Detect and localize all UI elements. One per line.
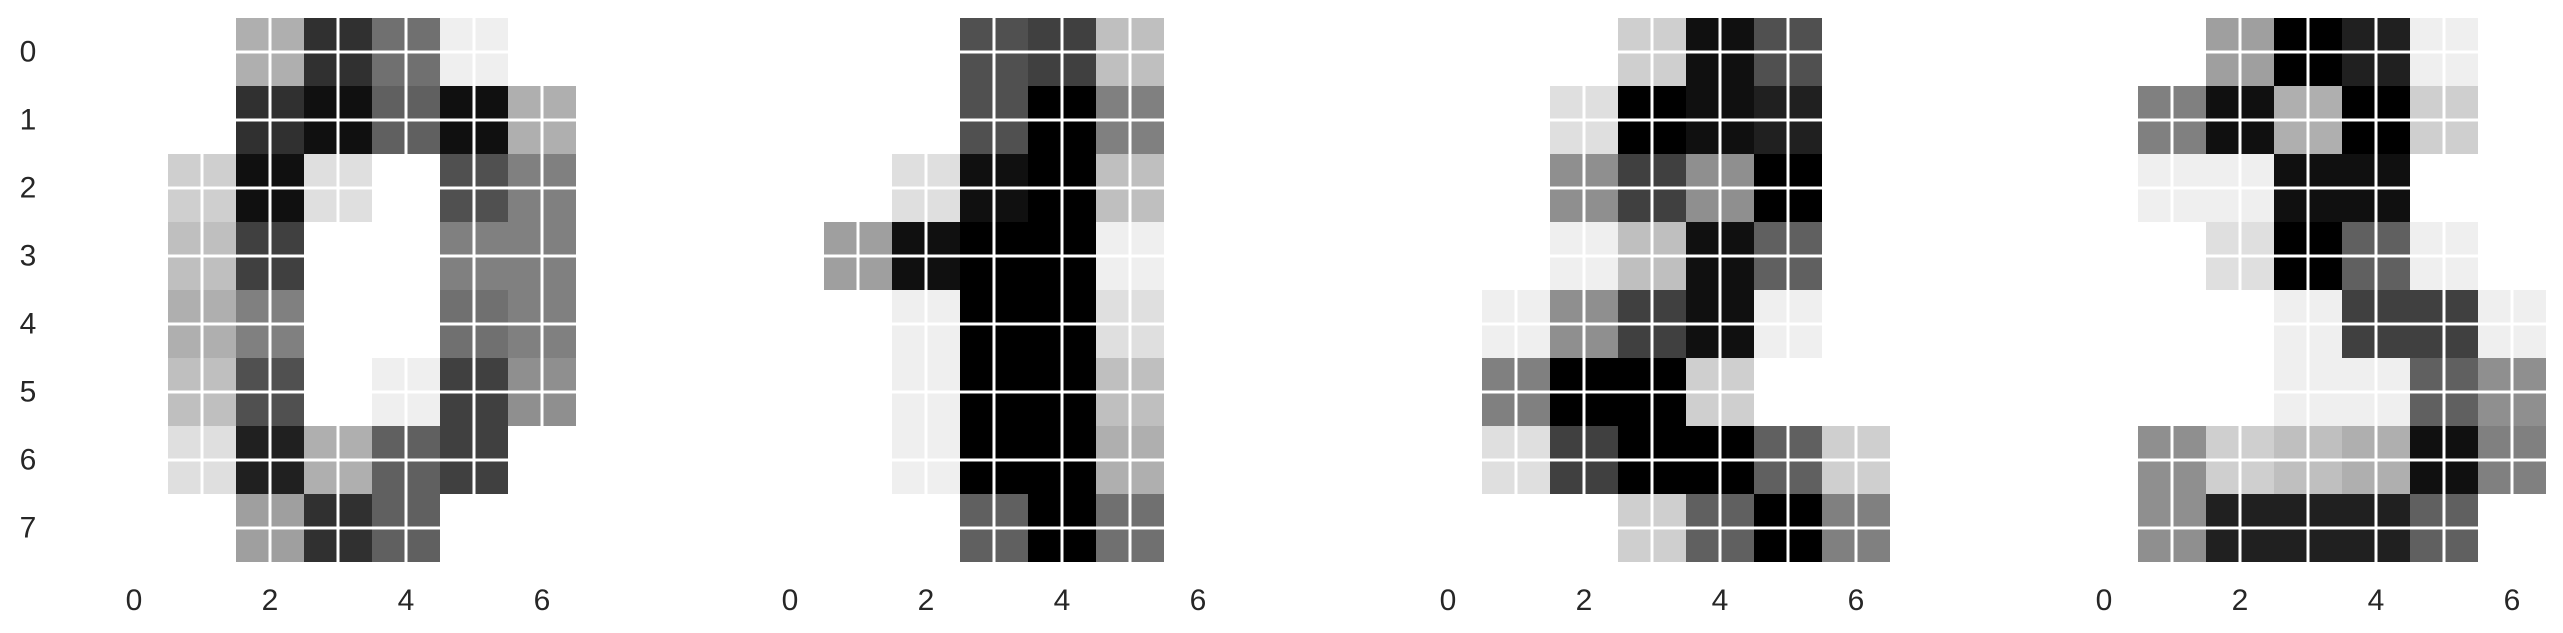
y-tick-label: 0 (20, 36, 37, 69)
x-tick-label: 6 (534, 584, 551, 617)
y-tick-label: 5 (20, 376, 37, 409)
y-tick-label: 3 (20, 240, 37, 273)
digit-3-panel: 0 2 4 6 (2070, 18, 2563, 617)
digit-2-panel: 0 2 4 6 (1414, 18, 1958, 617)
x-tick-label: 4 (398, 584, 415, 617)
digit-1-panel: 0 2 4 6 (756, 18, 1300, 617)
x-tick-label: 2 (2232, 584, 2249, 617)
x-tick-label: 2 (262, 584, 279, 617)
x-tick-label: 6 (2504, 584, 2521, 617)
x-tick-label: 4 (2368, 584, 2385, 617)
y-tick-label: 1 (20, 104, 37, 137)
x-tick-label: 6 (1190, 584, 1207, 617)
x-tick-label: 0 (2096, 584, 2113, 617)
x-tick-label: 0 (782, 584, 799, 617)
x-tick-label: 0 (1440, 584, 1457, 617)
x-tick-label: 0 (126, 584, 143, 617)
y-tick-label: 4 (20, 308, 37, 341)
digit-0-panel: 0 2 4 6 0 1 2 3 4 5 6 7 (20, 18, 644, 617)
x-tick-label: 6 (1848, 584, 1865, 617)
y-tick-label: 7 (20, 512, 37, 545)
y-tick-label: 2 (20, 172, 37, 205)
x-tick-label: 2 (918, 584, 935, 617)
x-tick-label: 4 (1054, 584, 1071, 617)
x-tick-label: 4 (1712, 584, 1729, 617)
y-tick-label: 6 (20, 444, 37, 477)
x-tick-label: 2 (1576, 584, 1593, 617)
